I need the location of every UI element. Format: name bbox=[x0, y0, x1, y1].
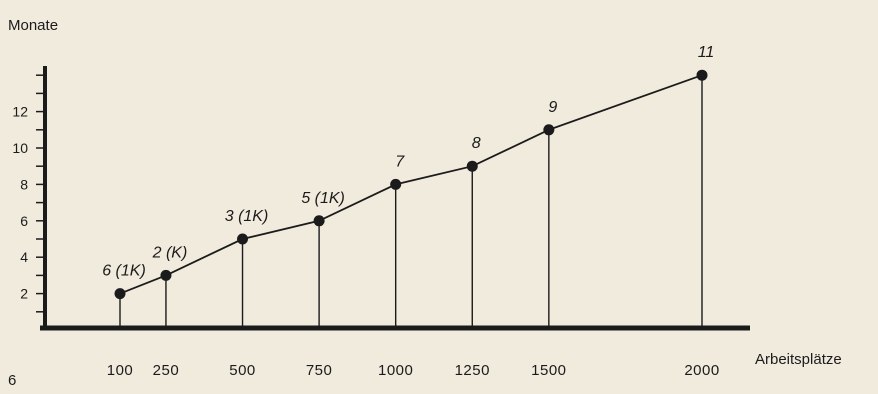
data-point bbox=[466, 160, 478, 172]
y-ticks: 2 4 6 8 10 12 bbox=[12, 74, 45, 313]
data-labels: 6 (1K) 2 (K) 3 (1K) 5 (1K) 7 8 9 11 bbox=[102, 44, 714, 279]
y-tick-label: 2 bbox=[20, 286, 28, 302]
data-label: 9 bbox=[548, 99, 557, 116]
x-tick-label: 2000 bbox=[684, 362, 719, 379]
x-tick-label: 250 bbox=[153, 362, 180, 379]
data-label: 7 bbox=[395, 153, 405, 170]
x-tick-label: 500 bbox=[229, 362, 256, 379]
data-label: 2 (K) bbox=[152, 244, 188, 261]
data-label: 6 (1K) bbox=[102, 263, 146, 280]
x-axis-label: Arbeitsplätze bbox=[755, 351, 842, 368]
y-axis-label: Monate bbox=[8, 17, 58, 34]
x-tick-label: 1000 bbox=[378, 362, 413, 379]
x-tick-label: 750 bbox=[306, 362, 333, 379]
y-tick-label: 4 bbox=[20, 249, 28, 265]
x-tick-labels: 100 250 500 750 1000 1250 1500 2000 bbox=[107, 362, 719, 379]
data-point bbox=[313, 215, 325, 227]
data-point bbox=[390, 178, 402, 190]
data-points bbox=[114, 69, 708, 300]
data-label: 5 (1K) bbox=[301, 190, 345, 207]
y-tick-label: 10 bbox=[12, 140, 28, 156]
series-line bbox=[119, 74, 703, 295]
drop-lines bbox=[119, 75, 703, 330]
data-label: 8 bbox=[472, 135, 481, 152]
data-point bbox=[114, 288, 126, 300]
page-number: 6 bbox=[8, 372, 16, 389]
data-point bbox=[696, 69, 708, 81]
y-tick-label: 6 bbox=[20, 213, 28, 229]
data-label: 11 bbox=[698, 44, 715, 61]
data-point bbox=[237, 233, 249, 245]
data-point bbox=[160, 269, 172, 281]
x-tick-label: 1250 bbox=[455, 362, 490, 379]
y-tick-label: 8 bbox=[20, 176, 28, 192]
x-tick-label: 1500 bbox=[531, 362, 566, 379]
x-tick-label: 100 bbox=[107, 362, 134, 379]
data-point bbox=[543, 124, 555, 136]
data-label: 3 (1K) bbox=[225, 208, 269, 225]
y-tick-label: 12 bbox=[12, 104, 28, 120]
